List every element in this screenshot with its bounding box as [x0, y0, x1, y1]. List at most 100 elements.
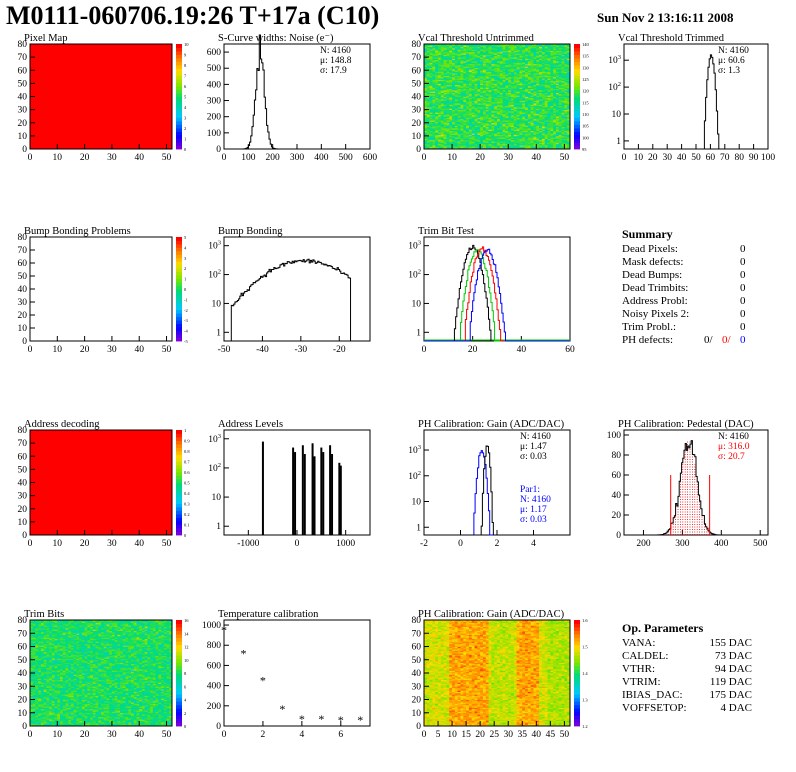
heatmap-cell — [474, 117, 478, 120]
heatmap-cell — [547, 83, 551, 86]
heatmap-cell — [525, 49, 529, 51]
heatmap-cell — [541, 122, 546, 125]
heatmap-cell — [35, 683, 39, 686]
heatmap-cell — [502, 135, 506, 138]
color-bar-segment — [176, 240, 182, 245]
heatmap-cell — [460, 46, 464, 49]
heatmap-cell — [533, 87, 537, 90]
heatmap-cell — [533, 53, 537, 55]
heatmap-cell — [497, 59, 501, 62]
heatmap-cell — [485, 89, 489, 92]
heatmap-cell — [536, 133, 540, 135]
heatmap-cell — [440, 126, 445, 129]
color-bar-label: 5 — [184, 235, 187, 240]
heatmap-cell — [550, 125, 554, 128]
heatmap-cell — [511, 130, 515, 133]
heatmap-cell — [499, 117, 504, 120]
heatmap-cell — [530, 103, 534, 105]
heatmap-cell — [494, 84, 498, 87]
heatmap-cell — [440, 110, 445, 113]
heatmap-cell — [539, 65, 543, 67]
heatmap-cell — [561, 78, 565, 80]
heatmap-cell — [544, 109, 548, 112]
heatmap-cell — [454, 93, 459, 96]
heatmap-cell — [32, 625, 36, 628]
heatmap-cell — [550, 54, 554, 57]
heatmap-cell — [519, 138, 523, 141]
heatmap-cell — [516, 47, 520, 50]
heatmap-cell — [553, 117, 557, 120]
heatmap-cell — [440, 97, 445, 100]
address-level-spike — [331, 454, 334, 535]
heatmap-cell — [553, 91, 557, 93]
heatmap-cell — [480, 89, 484, 92]
heatmap-cell — [480, 124, 484, 126]
heatmap-cell — [536, 142, 540, 145]
heatmap-cell — [494, 122, 498, 125]
heatmap-cell — [553, 95, 557, 97]
heatmap-cell — [466, 129, 470, 132]
heatmap-cell — [446, 74, 450, 76]
heatmap-cell — [508, 80, 512, 83]
heatmap-cell — [32, 722, 36, 724]
heatmap-cell — [426, 124, 431, 126]
heatmap-cell — [446, 87, 450, 90]
x-tick-label: 0 — [222, 153, 227, 163]
heatmap-cell — [522, 87, 526, 90]
heatmap-cell — [429, 130, 433, 133]
heatmap-cell — [497, 46, 501, 49]
heatmap-cell — [553, 97, 557, 100]
heatmap-cell — [32, 682, 36, 684]
heatmap-cell — [513, 80, 518, 83]
heatmap-cell — [30, 719, 34, 722]
heatmap-cell — [536, 83, 540, 86]
heatmap-cell — [561, 116, 565, 118]
heatmap-cell — [544, 128, 548, 130]
heatmap-cell — [567, 118, 571, 121]
color-bar-label: 0.1 — [184, 523, 190, 528]
heatmap-cell — [471, 131, 475, 134]
heatmap-cell — [522, 143, 526, 146]
heatmap-cell — [463, 120, 467, 122]
color-bar-segment — [176, 61, 182, 66]
heatmap-cell — [463, 57, 467, 59]
heatmap-cell — [527, 93, 532, 96]
heatmap-cell — [564, 120, 568, 122]
heatmap-cell — [471, 105, 475, 108]
color-bar-segment — [574, 100, 580, 104]
heatmap-cell — [30, 683, 34, 686]
heatmap-cell — [564, 129, 568, 132]
plot-frame — [423, 236, 571, 342]
heatmap-cell — [555, 82, 560, 84]
heatmap-cell — [519, 59, 523, 62]
heatmap-cell — [519, 66, 523, 69]
heatmap-cell — [463, 88, 467, 91]
heatmap-cell — [471, 146, 475, 149]
heatmap-cell — [429, 120, 433, 122]
heatmap-cell — [564, 89, 568, 92]
heatmap-cell — [432, 143, 436, 146]
heatmap-cell — [522, 120, 526, 122]
heatmap-cell — [525, 44, 529, 46]
heatmap-cell — [494, 57, 498, 59]
heatmap-cell — [511, 84, 515, 87]
heatmap-cell — [541, 142, 546, 145]
color-bar-segment — [176, 302, 182, 307]
heatmap-cell — [435, 66, 439, 69]
heatmap-cell — [426, 125, 431, 128]
heatmap-cell — [468, 116, 473, 118]
heatmap-cell — [564, 84, 568, 87]
heatmap-cell — [488, 57, 492, 59]
heatmap-cell — [446, 113, 450, 116]
heatmap-cell — [502, 51, 506, 54]
heatmap-cell — [525, 62, 529, 65]
heatmap-cell — [544, 125, 548, 128]
color-bar-segment — [176, 138, 182, 143]
heatmap-cell — [550, 95, 554, 97]
heatmap-cell — [424, 112, 428, 114]
heatmap-cell — [516, 70, 520, 72]
heatmap-cell — [516, 95, 520, 97]
heatmap-cell — [491, 143, 495, 146]
heatmap-cell — [544, 53, 548, 55]
heatmap-cell — [513, 50, 518, 53]
